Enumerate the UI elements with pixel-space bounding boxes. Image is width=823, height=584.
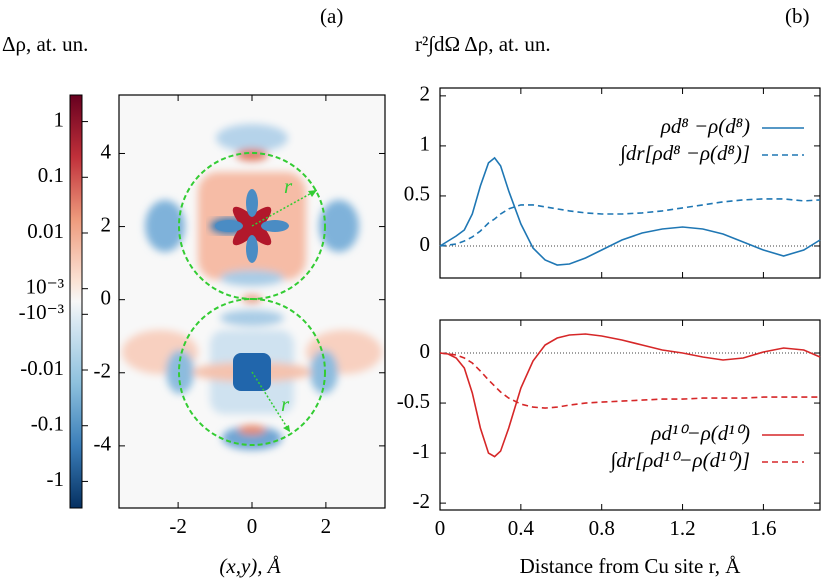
x-tick-label: 0.4 <box>508 516 535 540</box>
colorbar-title: Δρ, at. un. <box>2 32 88 56</box>
y-tick-label: 0 <box>420 339 431 363</box>
legend-label: ∫dr[ρd¹⁰−ρ(d¹⁰)] <box>608 448 750 473</box>
y-tick-label: 1 <box>420 132 431 156</box>
colorbar-tick-label: -10⁻³ <box>19 300 64 324</box>
colorbar-tick-label: -0.1 <box>31 412 64 436</box>
x-tick-label: 0 <box>435 516 446 540</box>
x-tick-label: 1.6 <box>750 516 776 540</box>
x-axis-title: (x,y), Å <box>219 554 280 578</box>
y-tick-label: -2 <box>413 489 431 513</box>
series-line <box>439 333 821 458</box>
density-map <box>119 95 385 508</box>
x-tick-label: 0.8 <box>589 516 615 540</box>
legend-label: ρd⁸ −ρ(d⁸) <box>660 114 750 138</box>
colorbar <box>69 94 83 509</box>
colorbar-tick-label: 0.1 <box>38 163 64 187</box>
legend-label: ∫dr[ρd⁸ −ρ(d⁸)] <box>618 141 750 166</box>
y-tick-label: 2 <box>101 212 112 236</box>
annotation: r <box>284 174 293 198</box>
y-tick-label: -4 <box>94 432 112 456</box>
colorbar-tick-label: 0.01 <box>27 219 64 243</box>
series-line <box>439 352 820 409</box>
colorbar-tick-label: -0.01 <box>20 356 64 380</box>
plot-frame <box>439 319 821 511</box>
y-tick-label: -1 <box>413 439 431 463</box>
y-tick-label: 0 <box>420 232 431 256</box>
series-line <box>439 156 821 266</box>
y-tick-label: -2 <box>94 359 112 383</box>
series-line <box>439 198 821 247</box>
panel-label: (a) <box>320 4 343 28</box>
annotation: r <box>281 392 290 416</box>
y-axis-title: r²∫dΩ Δρ, at. un. <box>415 32 551 57</box>
colorbar-tick-label: 10⁻³ <box>26 275 64 299</box>
x-axis-title: Distance from Cu site r, Å <box>520 554 742 578</box>
x-tick-label: 2 <box>321 514 332 538</box>
y-tick-label: 4 <box>101 139 112 163</box>
y-tick-label: 0.5 <box>404 182 430 206</box>
x-tick-label: 1.2 <box>669 516 695 540</box>
y-tick-label: 0 <box>101 285 112 309</box>
panel-label: (b) <box>785 4 810 28</box>
colorbar-tick-label: 1 <box>54 107 65 131</box>
legend-label: ρd¹⁰−ρ(d¹⁰) <box>650 421 750 445</box>
colorbar-tick-label: -1 <box>47 467 65 491</box>
y-tick-label: 2 <box>420 82 431 106</box>
x-tick-label: 0 <box>247 514 258 538</box>
plot-frame <box>439 87 821 279</box>
y-tick-label: -0.5 <box>397 389 430 413</box>
x-tick-label: -2 <box>169 514 187 538</box>
